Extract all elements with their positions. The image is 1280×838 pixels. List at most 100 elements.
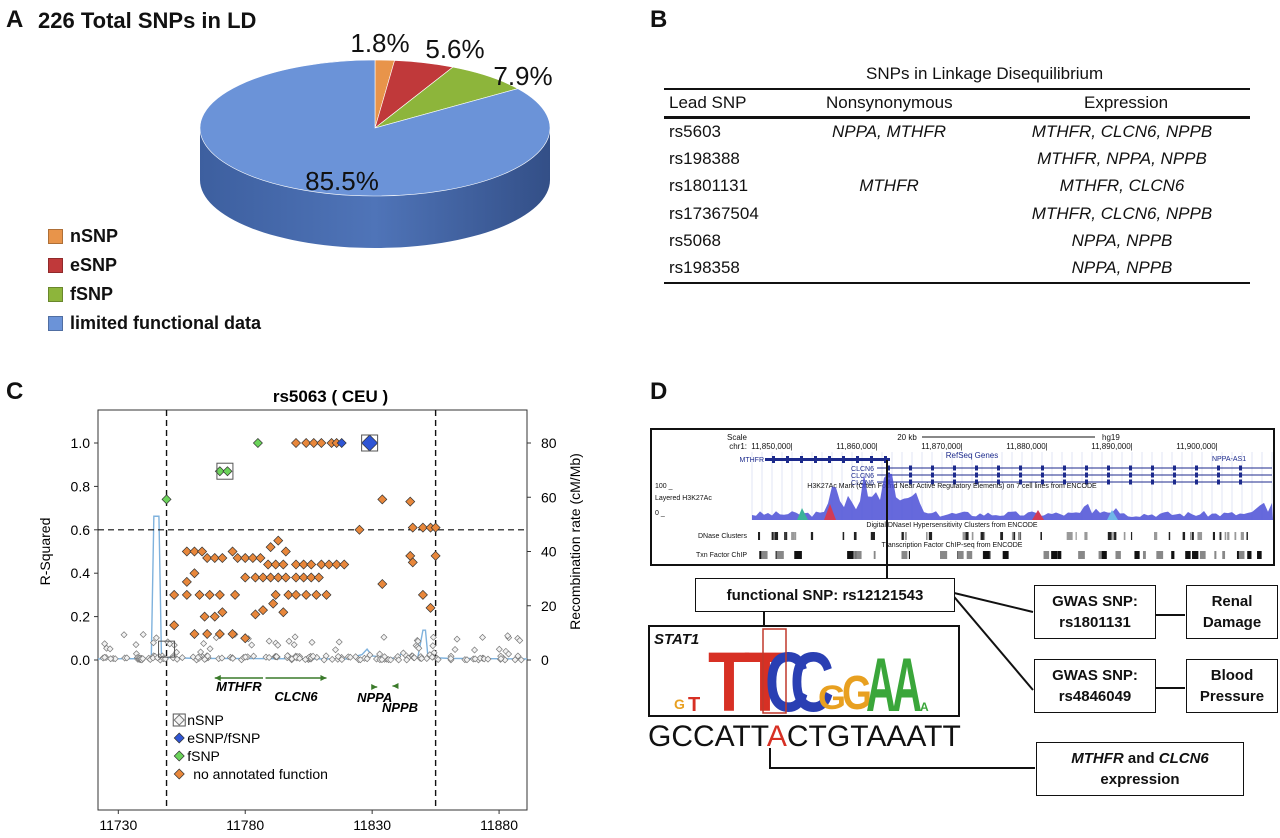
exon: [1151, 465, 1154, 471]
low-ld-snp-point: [356, 656, 364, 664]
nsnp-point-box: [361, 434, 379, 452]
legend-swatch: [48, 258, 63, 273]
exon: [842, 456, 845, 463]
logo-t-small: T: [688, 694, 700, 715]
tf-chip-peak: [1192, 551, 1199, 559]
low-ld-snp-point: [463, 656, 471, 664]
low-ld-snp-point: [250, 652, 258, 660]
logo-a-small: A: [920, 700, 929, 714]
exon: [856, 456, 859, 463]
low-ld-snp-point: [338, 656, 346, 663]
dnase-label: DNase Clusters: [698, 533, 748, 540]
snp-point-no-annotated-function: [339, 559, 350, 570]
snp-point-fSNP: [161, 494, 172, 505]
exon: [870, 456, 873, 463]
outcome-bp-line1: Blood: [1210, 667, 1254, 684]
low-ld-snp-point: [308, 638, 316, 646]
browser-position-label: 11,870,000|: [921, 442, 963, 451]
dnase-cluster: [1123, 532, 1126, 540]
logo-c1: C: [765, 635, 809, 715]
plot-legend-label: nSNP: [187, 712, 224, 728]
exon: [1063, 479, 1066, 485]
low-ld-snp-point: [328, 655, 336, 663]
exon: [1041, 472, 1044, 478]
exon: [1239, 472, 1242, 478]
low-ld-snp-point: [434, 655, 442, 663]
gene-clcn6: CLCN6: [851, 466, 874, 473]
snp-point-no-annotated-function: [298, 572, 309, 583]
low-ld-snp-point: [414, 637, 422, 645]
dnase-cluster: [1000, 532, 1004, 540]
expression-cell: MTHFR, CLCN6, NPPB: [1031, 122, 1213, 141]
legend-label: nSNP: [70, 226, 119, 246]
tf-chip-peak: [1257, 551, 1262, 559]
snp-point-no-annotated-function: [199, 611, 210, 622]
legend-swatch: [48, 229, 63, 244]
logo-t1: T: [708, 635, 750, 715]
legend-label: fSNP: [70, 284, 114, 304]
pie-legend: nSNP eSNP fSNP limited functional data: [48, 222, 261, 338]
table-header-row: Lead SNP Nonsynonymous Expression: [664, 91, 1250, 115]
exon: [1019, 479, 1022, 485]
low-ld-snp-point: [301, 655, 309, 663]
low-ld-snp-point: [241, 653, 249, 661]
exon: [1085, 479, 1088, 485]
gwas-snp-2-line2: rs4846049: [1058, 688, 1132, 705]
gwas-snp-box-2: GWAS SNP: rs4846049: [1034, 659, 1156, 713]
gene-arrow: [320, 675, 327, 681]
low-ld-snp-point: [101, 640, 109, 648]
low-ld-snp-point: [101, 653, 109, 661]
exon: [1173, 479, 1176, 485]
pie-legend-item: nSNP: [48, 222, 261, 251]
snp-point-no-annotated-function: [291, 438, 301, 448]
logo-g2: G: [842, 667, 872, 715]
low-ld-snp-point: [335, 638, 343, 646]
snp-highlight-box: [762, 628, 787, 714]
dnase-cluster: [774, 532, 779, 540]
exon: [1107, 465, 1110, 471]
snp-point-no-annotated-function: [217, 553, 228, 564]
snp-point-no-annotated-function: [270, 559, 281, 570]
snp-point-no-annotated-function: [189, 568, 200, 579]
h3k27ac-axis-bottom: 0 _: [655, 510, 665, 517]
exon: [887, 465, 890, 471]
tf-chip-peak: [908, 551, 910, 559]
exon: [931, 472, 934, 478]
snp-point-no-annotated-function: [306, 572, 317, 583]
logo-c2: C: [790, 635, 834, 715]
exon: [1217, 479, 1220, 485]
low-ld-snp-point: [380, 633, 388, 641]
snp-point-no-annotated-function: [313, 572, 324, 583]
expression-line1: MTHFR and CLCN6: [1071, 748, 1209, 769]
gene-arrow: [371, 684, 378, 690]
low-ld-snp-point: [274, 641, 282, 649]
pie-label-esnp: 5.6%: [425, 34, 484, 64]
tf-chip-peak: [856, 551, 862, 559]
dnase-cluster: [1220, 532, 1222, 540]
low-ld-snp-point: [403, 656, 411, 664]
snp-point-no-annotated-function: [268, 598, 279, 609]
exon: [909, 479, 912, 485]
dnase-cluster: [971, 532, 974, 540]
exon: [1063, 472, 1066, 478]
dnase-cluster: [1013, 532, 1016, 540]
tf-chip-peak: [901, 551, 908, 559]
tf-chip-peak: [873, 551, 876, 559]
low-ld-snp-point: [471, 646, 479, 654]
pie-legend-item: eSNP: [48, 251, 261, 280]
panel-d-connectors: [763, 460, 1185, 769]
snp-point-no-annotated-function: [214, 628, 225, 639]
snp-point-no-annotated-function: [407, 557, 418, 568]
snp-point-no-annotated-function: [181, 589, 192, 600]
exon: [1107, 472, 1110, 478]
snp-point-no-annotated-function: [417, 589, 428, 600]
exon: [1129, 479, 1132, 485]
snp-point-no-annotated-function: [291, 589, 301, 600]
dnase-cluster: [965, 532, 969, 540]
nsnp-point-box: [158, 640, 176, 658]
pie-label-fsnp: 7.9%: [493, 61, 552, 91]
snp-point-no-annotated-function: [230, 589, 241, 600]
snp-point-no-annotated-function: [250, 609, 261, 620]
pie-legend-item: limited functional data: [48, 309, 261, 338]
browser-position-label: 11,900,000|: [1176, 442, 1218, 451]
